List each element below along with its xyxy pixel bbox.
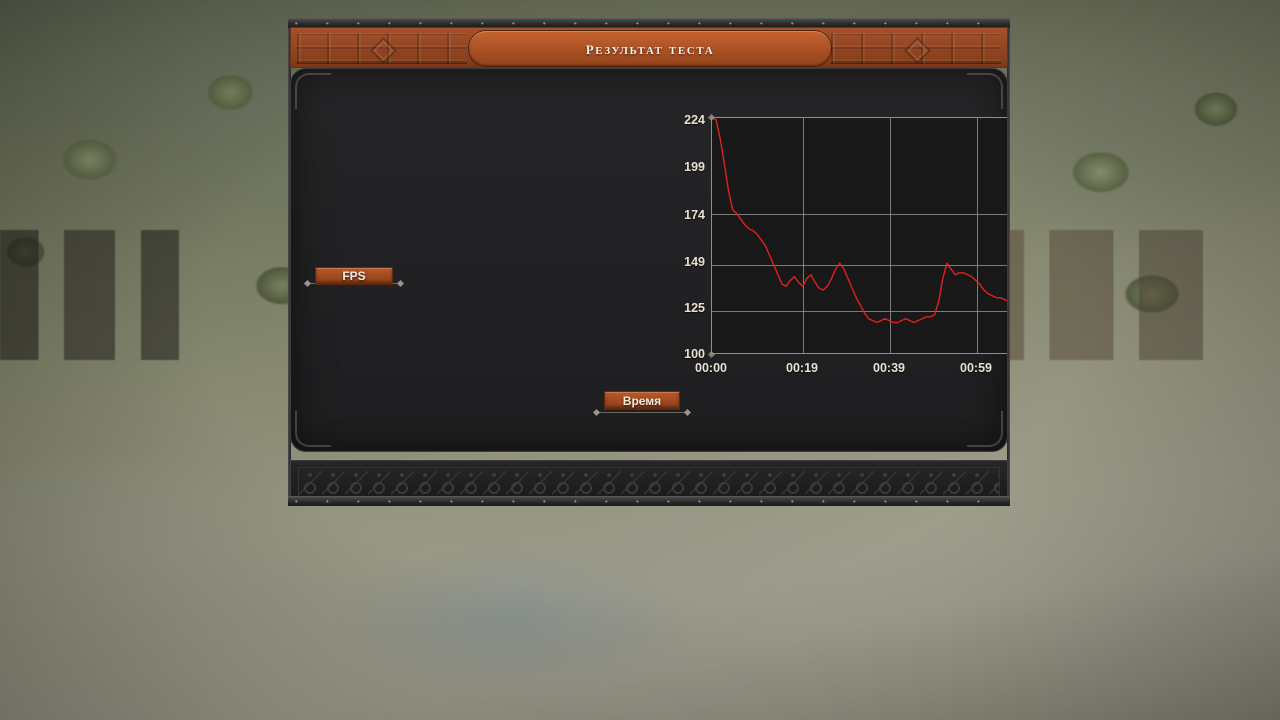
y-tick-label: 149 — [684, 255, 705, 269]
gridline-horizontal — [712, 214, 1007, 215]
x-axis-selector-track — [596, 412, 688, 413]
corner-ornament-top-left — [295, 73, 331, 109]
fps-series-line — [712, 118, 1007, 324]
scroll-wave-pattern — [298, 467, 1000, 498]
gridline-vertical — [890, 118, 891, 353]
gridline-vertical — [803, 118, 804, 353]
greek-key-ornament-right — [831, 33, 1001, 64]
x-tick-label: 00:00 — [695, 361, 727, 375]
bottom-rivet-strip — [288, 496, 1010, 506]
fps-line-chart — [711, 117, 1007, 354]
y-tick-label: 125 — [684, 301, 705, 315]
corner-ornament-top-right — [967, 73, 1003, 109]
corner-ornament-bottom-right — [967, 411, 1003, 447]
x-tick-label: 00:39 — [873, 361, 905, 375]
y-axis-metric-button[interactable]: FPS — [315, 267, 393, 285]
top-rivet-strip — [288, 18, 1010, 28]
title-plaque: Результат теста — [469, 31, 831, 66]
x-tick-label: 00:59 — [960, 361, 992, 375]
corner-ornament-bottom-left — [295, 411, 331, 447]
x-tick-label: 00:19 — [786, 361, 818, 375]
y-tick-label: 224 — [684, 113, 705, 127]
y-tick-label: 199 — [684, 160, 705, 174]
greek-key-ornament-left — [297, 33, 467, 64]
x-axis-metric-button[interactable]: Время — [604, 391, 680, 410]
gridline-horizontal — [712, 265, 1007, 266]
gridline-horizontal — [712, 311, 1007, 312]
river — [250, 520, 770, 720]
frame-right-edge — [1007, 18, 1010, 504]
dialog-body-panel: FPS Время 224 199 174 149 125 100 00: — [290, 68, 1008, 452]
diamond-ornament-icon — [904, 37, 931, 64]
gridline-vertical — [977, 118, 978, 353]
frame-left-edge — [288, 18, 291, 504]
dialog-titlebar: Результат теста — [290, 27, 1008, 68]
diamond-ornament-icon — [370, 37, 397, 64]
y-tick-label: 100 — [684, 347, 705, 361]
benchmark-result-dialog: Результат теста FPS Время — [288, 18, 1010, 506]
y-tick-label: 174 — [684, 208, 705, 222]
page-title: Результат теста — [585, 37, 715, 59]
